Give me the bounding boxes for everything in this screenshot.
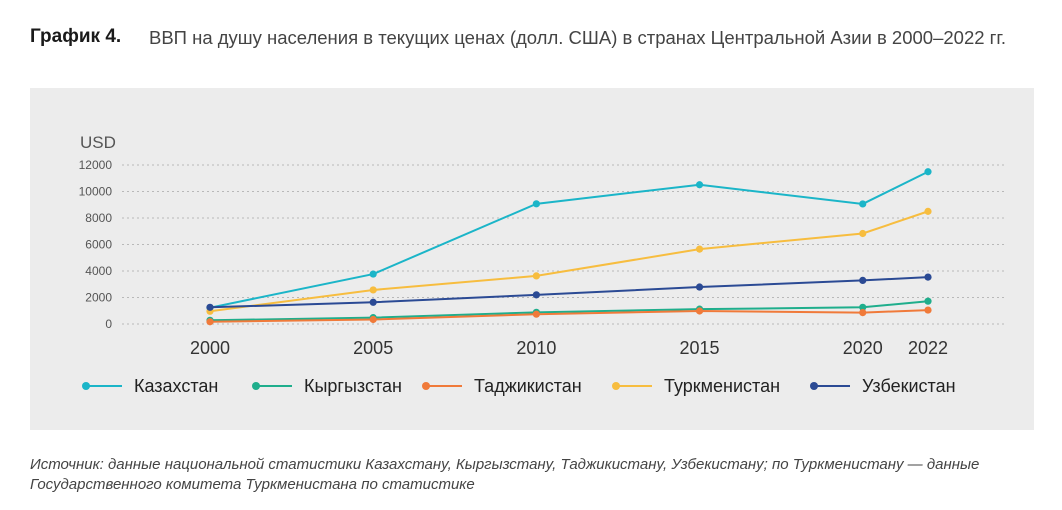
series-line — [209, 170, 929, 309]
y-tick-label: 0 — [105, 317, 112, 331]
data-point — [532, 310, 540, 318]
series-line — [209, 276, 929, 309]
y-tick-label: 10000 — [79, 185, 113, 199]
x-tick-label: 2000 — [190, 338, 230, 358]
figure-label: График 4. — [30, 26, 122, 47]
x-tick-label: 2015 — [680, 338, 720, 358]
data-point — [859, 229, 867, 238]
y-axis-label: USD — [80, 133, 116, 152]
data-point — [369, 298, 377, 306]
y-tick-label: 12000 — [79, 158, 113, 172]
data-point — [369, 270, 377, 278]
x-tick-label: 2010 — [516, 338, 556, 358]
data-point — [532, 200, 540, 208]
y-tick-label: 8000 — [85, 211, 112, 225]
chart-title: ВВП на душу населения в текущих ценах (д… — [149, 27, 1007, 48]
source-note: Источник: данные национальной статистики… — [30, 456, 980, 493]
data-point — [695, 283, 704, 291]
y-tick-label: 4000 — [85, 264, 112, 278]
data-point — [695, 307, 704, 315]
data-point — [859, 303, 867, 311]
data-point — [206, 318, 214, 326]
series-line — [209, 309, 929, 323]
data-point — [924, 297, 932, 305]
data-point — [859, 276, 867, 285]
data-point — [924, 168, 932, 176]
data-point — [695, 181, 704, 189]
line-chart: USD 0 2000 4000 6000 8000 10000 12000 2000 2005 20… — [79, 133, 1005, 358]
data-point — [859, 200, 867, 208]
x-tick-label: 2022 — [908, 338, 948, 358]
data-point — [532, 272, 540, 280]
x-tick-label: 2005 — [353, 338, 393, 358]
data-point — [695, 245, 704, 253]
data-point — [369, 286, 377, 294]
data-point — [369, 315, 377, 324]
data-point — [206, 303, 214, 311]
data-point — [924, 207, 932, 215]
data-point — [924, 273, 932, 281]
series-line — [209, 300, 929, 322]
y-tick-label: 6000 — [85, 238, 112, 252]
y-tick-label: 2000 — [85, 291, 112, 305]
data-point — [924, 306, 932, 314]
data-point — [532, 291, 540, 299]
series-line — [209, 210, 929, 313]
chart-panel: USD 0 2000 4000 6000 8000 10000 12000 2000 2005 20… — [30, 88, 1034, 430]
x-tick-label: 2020 — [843, 338, 883, 358]
data-point — [859, 309, 867, 317]
